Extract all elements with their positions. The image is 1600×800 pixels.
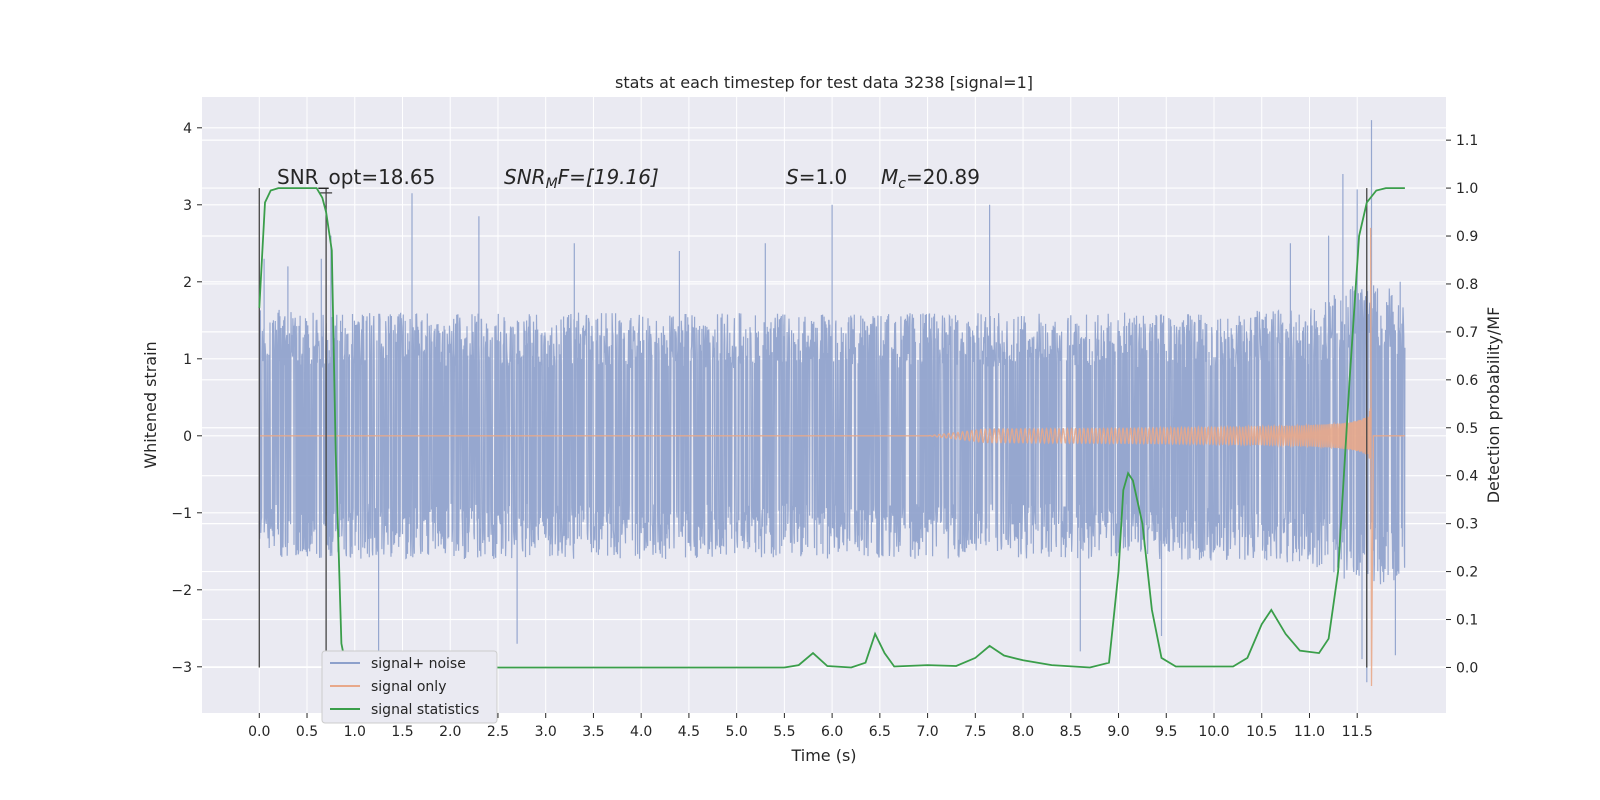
y-tick-label-5: −1 [171,506,192,522]
x-tick-label-12: 6.0 [821,724,843,740]
y2-tick-label-3: 0.8 [1456,277,1478,293]
y-axis-ticks: 4 3 2 1 0 −1 −2 −3 [171,121,202,676]
y2-tick-label-0: 1.1 [1456,133,1478,149]
y-tick-label-3: 1 [183,352,192,368]
legend: signal+ noise signal only signal statist… [321,650,498,724]
annotation-s-value: =1.0 [799,165,848,189]
x-tick-label-6: 3.0 [535,724,557,740]
marker-lines [258,188,1368,668]
annotation-s-symbol: S [786,165,799,189]
x-tick-label-0: 0.0 [248,724,270,740]
y2-tick-label-10: 0.1 [1456,613,1478,629]
y2-tick-label-4: 0.7 [1456,325,1478,341]
y-tick-label-1: 3 [183,198,192,214]
x-tick-label-4: 2.0 [439,724,461,740]
x-axis-ticks: 0.0 0.5 1.0 1.5 2.0 2.5 3.0 3.5 4.0 4.5 5.0 5.5 6.0 6… [248,713,1373,740]
x-tick-label-9: 4.5 [678,724,700,740]
x-tick-label-11: 5.5 [773,724,795,740]
y2-tick-label-5: 0.6 [1456,373,1478,389]
x-tick-label-3: 1.5 [391,724,413,740]
x-tick-label-21: 10.5 [1246,724,1277,740]
x-tick-label-17: 8.5 [1060,724,1082,740]
x-tick-label-20: 10.0 [1198,724,1229,740]
annotation-snr-mf-symbol: SNR [504,165,546,189]
y2-tick-label-7: 0.4 [1456,469,1478,485]
x-tick-label-8: 4.0 [630,724,652,740]
y-tick-label-0: 4 [183,121,192,137]
x-tick-label-18: 9.0 [1107,724,1129,740]
legend-label-signal-statistics: signal statistics [371,702,479,718]
annotation-s: S=1.0 [786,165,847,189]
legend-label-signal-only: signal only [371,679,446,695]
annotation-mc-value: =20.89 [906,165,980,189]
y2-tick-label-11: 0.0 [1456,660,1478,676]
x-tick-label-2: 1.0 [344,724,366,740]
legend-box [321,650,498,724]
x-tick-label-14: 7.0 [916,724,938,740]
x-axis-label: Time (s) [790,746,856,765]
annotation-snr-mf-f: F=[19.16] [558,165,659,189]
x-tick-label-16: 8.0 [1012,724,1034,740]
y2-axis-label: Detection probability/MF [1484,307,1503,504]
x-tick-label-15: 7.5 [964,724,986,740]
x-tick-label-7: 3.5 [582,724,604,740]
x-tick-label-1: 0.5 [296,724,318,740]
chart-title: stats at each timestep for test data 323… [615,73,1033,92]
y-axis-label: Whitened strain [141,341,160,468]
x-tick-label-5: 2.5 [487,724,509,740]
signal-only-line [259,227,1405,687]
y2-tick-label-1: 1.0 [1456,181,1478,197]
y2-axis-ticks: 1.1 1.0 0.9 0.8 0.7 0.6 0.5 0.4 0.3 0.2 0.1 0.0 [1446,133,1478,676]
annotation-snr-mf-subscript: M [546,176,558,192]
x-tick-label-10: 5.0 [726,724,748,740]
annotation-snr-opt: SNR_opt=18.65 [277,165,435,189]
signal-statistics-line [258,187,1405,669]
y2-tick-label-9: 0.2 [1456,565,1478,581]
series-signal-statistics [258,187,1405,669]
y2-tick-label-6: 0.5 [1456,421,1478,437]
x-tick-label-13: 6.5 [869,724,891,740]
y-tick-label-6: −2 [171,583,192,599]
annotation-mc-symbol: M [881,165,898,189]
y-tick-label-4: 0 [183,429,192,445]
series-signal-only [259,227,1405,687]
x-tick-label-22: 11.0 [1294,724,1325,740]
x-tick-label-19: 9.5 [1155,724,1177,740]
y-tick-label-7: −3 [171,660,192,676]
annotation-mc-subscript: c [898,176,906,192]
y2-tick-label-8: 0.3 [1456,517,1478,533]
x-tick-label-23: 11.5 [1342,724,1373,740]
legend-label-signal-noise: signal+ noise [371,656,466,672]
annotation-snr-mf: SNRMF=[19.16] [504,165,659,192]
annotation-mc: Mc=20.89 [881,165,980,192]
y-tick-label-2: 2 [183,275,192,291]
y2-tick-label-2: 0.9 [1456,229,1478,245]
